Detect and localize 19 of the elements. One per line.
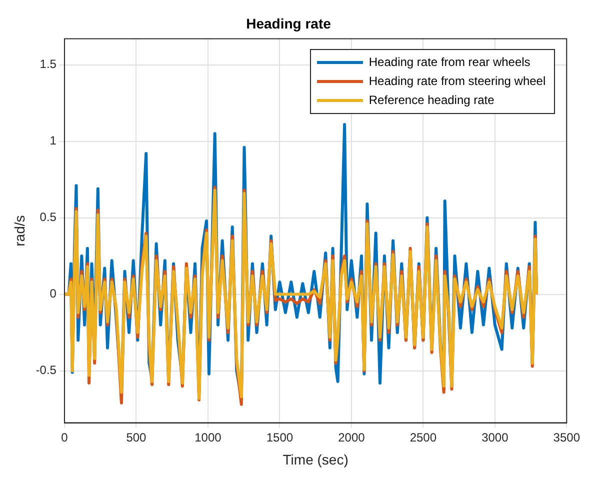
x-tick-label: 2000 — [338, 430, 366, 444]
legend-label: Reference heading rate — [368, 92, 494, 109]
x-tick-label: 2500 — [410, 430, 437, 444]
y-tick-label: 0 — [50, 286, 57, 301]
x-tick-label: 3000 — [482, 430, 509, 444]
x-tick-label: 0 — [61, 430, 68, 444]
x-tick-label: 1500 — [266, 430, 294, 444]
legend-label: Heading rate from rear wheels — [368, 54, 530, 71]
y-tick-label: 1.5 — [40, 57, 57, 72]
legend-label: Heading rate from steering wheel — [368, 72, 546, 90]
x-axis-title: Time (sec) — [282, 451, 348, 468]
x-tick-label: 500 — [126, 430, 147, 444]
y-tick-label: -0.5 — [36, 363, 57, 378]
y-tick-label: 0.5 — [40, 210, 57, 224]
y-tick-label: 1 — [50, 134, 57, 148]
chart-title: Heading rate — [246, 15, 332, 32]
y-axis-title: rad/s — [11, 215, 28, 246]
x-tick-label: 1000 — [194, 430, 222, 444]
x-tick-label: 3500 — [553, 430, 580, 444]
